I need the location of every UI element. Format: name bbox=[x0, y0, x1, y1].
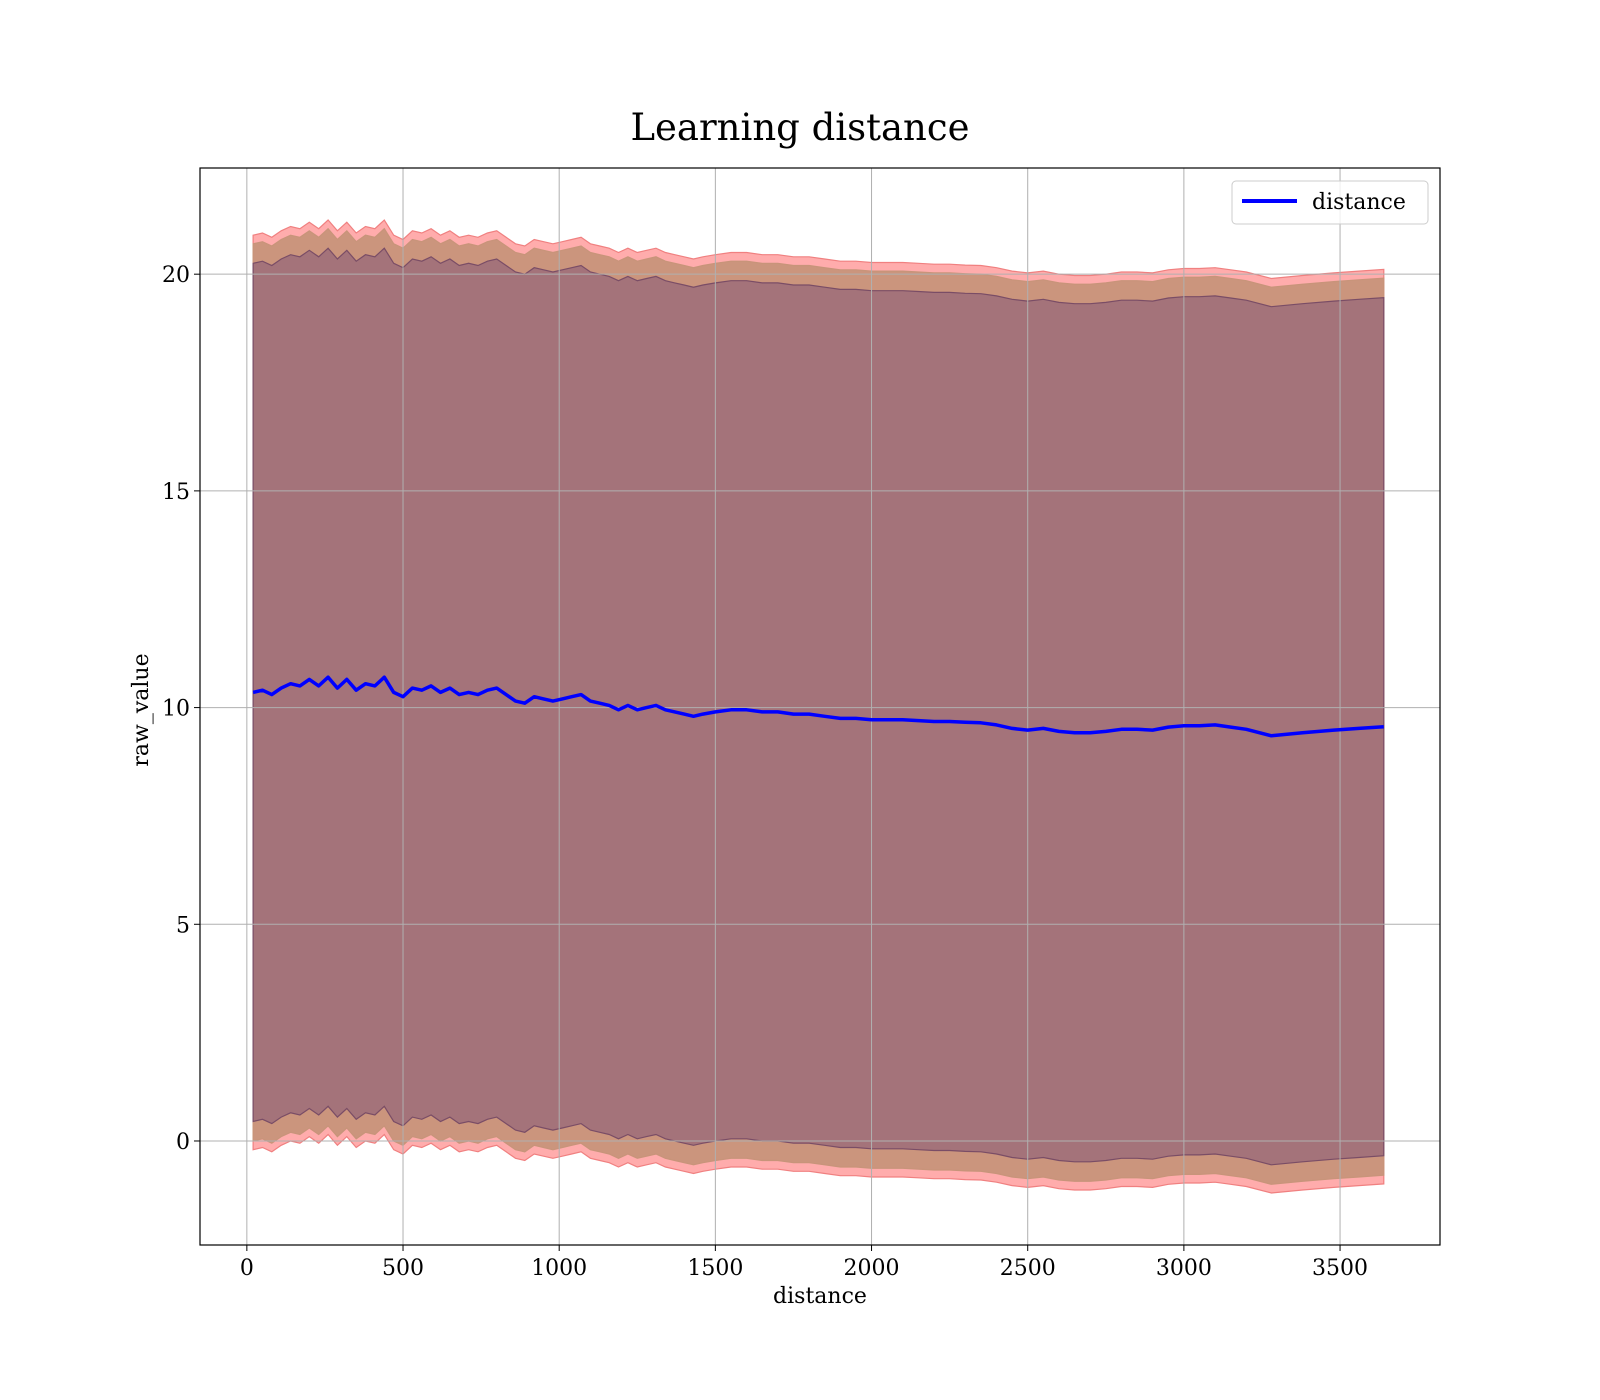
y-axis-label: raw_value bbox=[129, 653, 154, 766]
y-tick-label: 20 bbox=[162, 263, 190, 288]
y-tick-label: 15 bbox=[162, 480, 190, 505]
chart-title: Learning distance bbox=[630, 106, 969, 149]
legend: distance bbox=[1231, 180, 1429, 225]
series-line-distance bbox=[252, 675, 1384, 738]
x-tick-label: 1000 bbox=[531, 1256, 587, 1281]
x-tick-label: 1500 bbox=[687, 1256, 743, 1281]
legend-box bbox=[1231, 180, 1429, 225]
y-tick-label: 5 bbox=[176, 913, 190, 938]
x-tick-label: 2000 bbox=[844, 1256, 900, 1281]
y-tick-label: 10 bbox=[162, 697, 190, 722]
y-tick-label: 0 bbox=[176, 1130, 190, 1155]
plot-area bbox=[199, 167, 1441, 1246]
legend-entry-distance: distance bbox=[1312, 190, 1406, 215]
x-axis-ticks: 0 500 1000 1500 2000 2500 3000 3500 bbox=[240, 1245, 1368, 1281]
x-axis-label: distance bbox=[773, 1284, 867, 1309]
band-3 bbox=[252, 247, 1385, 1166]
bands-layer bbox=[252, 219, 1385, 1194]
x-tick-label: 3500 bbox=[1312, 1256, 1368, 1281]
y-axis-ticks: 0 5 10 15 20 bbox=[162, 263, 200, 1155]
grid-layer bbox=[200, 168, 1440, 1245]
series-layer bbox=[252, 675, 1384, 738]
plot-frame bbox=[199, 167, 1441, 1246]
x-tick-label: 500 bbox=[382, 1256, 424, 1281]
x-tick-label: 3000 bbox=[1156, 1256, 1212, 1281]
x-tick-label: 2500 bbox=[1000, 1256, 1056, 1281]
x-tick-label: 0 bbox=[240, 1256, 254, 1281]
